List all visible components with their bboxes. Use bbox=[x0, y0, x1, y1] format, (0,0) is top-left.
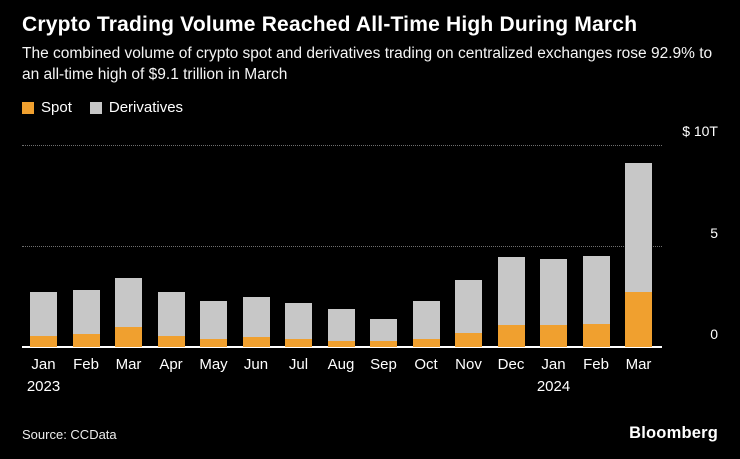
bar-nov-10 bbox=[455, 280, 482, 347]
x-axis-label-10: Nov bbox=[455, 356, 482, 373]
x-axis-label-12: Jan bbox=[541, 356, 566, 373]
spot-segment bbox=[582, 323, 610, 347]
x-axis-label-7: Aug bbox=[327, 356, 355, 373]
spot-segment bbox=[285, 338, 312, 347]
bar-sep-8 bbox=[370, 318, 397, 347]
spot-segment bbox=[625, 292, 652, 347]
derivatives-segment bbox=[200, 300, 227, 339]
derivatives-segment bbox=[115, 278, 142, 327]
chart-subtitle: The combined volume of crypto spot and d… bbox=[22, 45, 713, 83]
spot-segment bbox=[327, 340, 355, 347]
x-axis-label-5: Jun bbox=[243, 356, 269, 373]
bar-apr-3 bbox=[157, 292, 185, 347]
x-axis-label-14: Mar bbox=[625, 356, 652, 373]
chart-title: Crypto Trading Volume Reached All-Time H… bbox=[22, 13, 638, 36]
spot-segment bbox=[242, 336, 270, 347]
spot-segment bbox=[157, 335, 185, 347]
derivatives-segment bbox=[285, 302, 312, 339]
year-label-2024: 2024 bbox=[536, 378, 571, 395]
legend-label-spot: Spot bbox=[41, 99, 72, 116]
bar-dec-11 bbox=[497, 257, 525, 347]
spot-segment bbox=[412, 338, 440, 347]
derivatives-segment bbox=[540, 259, 567, 325]
legend-item-spot: Spot bbox=[22, 99, 72, 116]
x-axis-baseline bbox=[22, 346, 662, 348]
x-axis-label-6: Jul bbox=[288, 356, 309, 373]
y-axis-tick-5: 5 bbox=[710, 225, 718, 241]
derivatives-segment bbox=[412, 300, 440, 339]
bloomberg-logo: Bloomberg bbox=[629, 424, 718, 442]
stacked-bars bbox=[30, 145, 652, 347]
spot-swatch-icon bbox=[22, 101, 34, 114]
bar-mar-14 bbox=[625, 163, 652, 347]
x-axis-label-1: Feb bbox=[73, 356, 99, 373]
bar-jan-12 bbox=[540, 259, 567, 347]
spot-segment bbox=[200, 338, 227, 347]
y-axis-tick-10t: $ 10T bbox=[682, 123, 718, 139]
derivatives-segment bbox=[455, 280, 482, 333]
x-axis-label-13: Feb bbox=[583, 356, 609, 373]
spot-segment bbox=[455, 332, 482, 347]
gridline-5t bbox=[22, 246, 662, 247]
spot-segment bbox=[540, 324, 567, 347]
x-axis-label-3: Apr bbox=[159, 356, 183, 373]
x-axis-label-11: Dec bbox=[497, 356, 525, 373]
x-axis-label-0: Jan bbox=[31, 356, 56, 373]
source-label: Source: CCData bbox=[22, 427, 117, 442]
derivatives-swatch-icon bbox=[89, 101, 102, 114]
derivatives-segment bbox=[625, 163, 652, 293]
spot-segment bbox=[370, 340, 397, 347]
derivatives-segment bbox=[370, 318, 397, 341]
x-axis-label-8: Sep bbox=[370, 356, 397, 373]
derivatives-segment bbox=[72, 290, 100, 334]
bar-feb-1 bbox=[72, 290, 100, 347]
derivatives-segment bbox=[327, 308, 355, 341]
bar-feb-13 bbox=[582, 256, 610, 347]
y-axis-tick-0: 0 bbox=[710, 326, 718, 342]
derivatives-segment bbox=[30, 292, 57, 336]
year-label-2023: 2023 bbox=[26, 378, 61, 395]
bar-jul-6 bbox=[285, 302, 312, 347]
spot-segment bbox=[72, 333, 100, 347]
legend-label-derivatives: Derivatives bbox=[108, 99, 184, 116]
bar-aug-7 bbox=[327, 308, 355, 347]
x-axis-label-9: Oct bbox=[414, 356, 438, 373]
x-axis-label-2: Mar bbox=[115, 356, 142, 373]
derivatives-segment bbox=[497, 257, 525, 325]
bar-jan-0 bbox=[30, 292, 57, 347]
spot-segment bbox=[30, 335, 57, 347]
bar-mar-2 bbox=[115, 278, 142, 347]
bar-oct-9 bbox=[412, 300, 440, 347]
x-axis-labels: Jan Feb Mar Apr May Jun Jul Aug Sep Oct Nov Dec Jan F… bbox=[30, 356, 652, 373]
bar-jun-5 bbox=[242, 296, 270, 347]
derivatives-segment bbox=[242, 296, 270, 337]
spot-segment bbox=[497, 324, 525, 347]
legend-item-derivatives: Derivatives bbox=[89, 99, 184, 116]
gridline-10t bbox=[22, 145, 662, 146]
derivatives-segment bbox=[582, 256, 610, 324]
legend: Spot Derivatives bbox=[22, 99, 183, 116]
bar-may-4 bbox=[200, 300, 227, 347]
spot-segment bbox=[115, 326, 142, 347]
x-axis-label-4: May bbox=[199, 356, 228, 373]
derivatives-segment bbox=[157, 292, 185, 336]
